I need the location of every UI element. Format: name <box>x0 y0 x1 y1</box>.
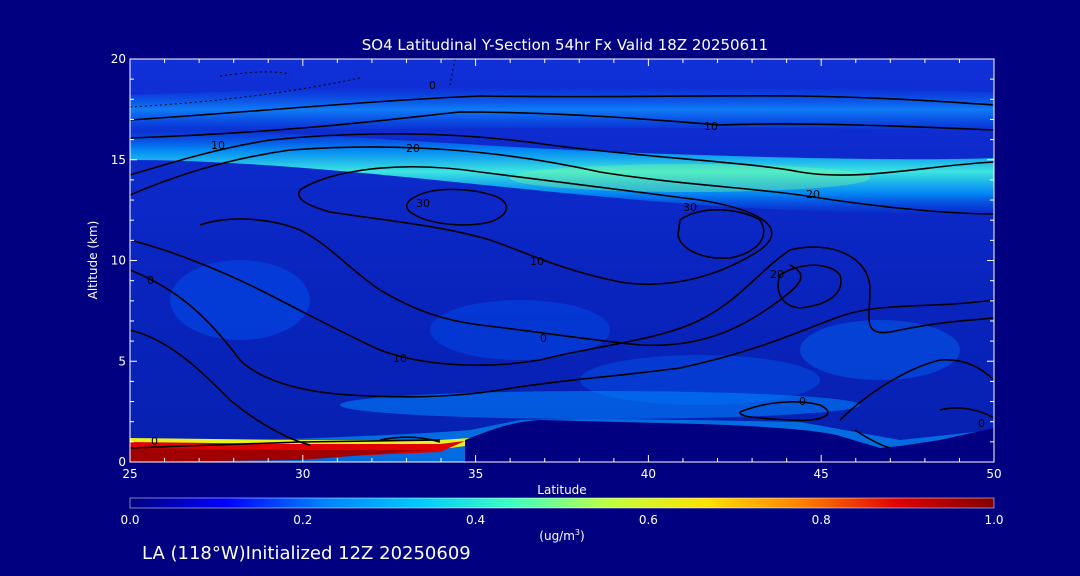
heatmap-patch <box>800 320 960 380</box>
y-tick-label: 15 <box>111 153 126 167</box>
contour-line <box>839 359 994 421</box>
colorbar-label-close: ) <box>580 529 585 543</box>
contour-label-group: 0 10 20 30 10 0 20 30 10 20 10 0 0 0 0 <box>147 79 985 448</box>
contour-line <box>130 439 441 449</box>
surface-high-layer-core <box>130 448 430 462</box>
colorbar-label: (ug/m3) <box>539 528 584 543</box>
contour-line <box>854 429 891 449</box>
contour-line <box>130 133 994 176</box>
contour-label: 10 <box>704 120 718 133</box>
x-axis-ticks: 25 30 35 40 45 50 <box>122 59 1002 481</box>
contour-label: 0 <box>429 79 436 92</box>
heatmap-area: 0 10 20 30 10 0 20 30 10 20 10 0 0 0 0 <box>130 59 994 462</box>
colorbar-label-sup: 3 <box>575 528 580 537</box>
x-tick-label: 35 <box>468 467 483 481</box>
colorbar-tick-label: 0.4 <box>466 513 485 527</box>
contour-label: 0 <box>147 274 154 287</box>
contour-line <box>130 269 994 398</box>
heatmap-patch <box>340 391 860 419</box>
contour-line <box>130 94 994 121</box>
colorbar-tick-label: 1.0 <box>984 513 1003 527</box>
x-tick-label: 45 <box>814 467 829 481</box>
colorbar-ticks: 0.0 0.2 0.4 0.6 0.8 1.0 <box>120 513 1003 527</box>
heatmap-patch <box>170 260 310 340</box>
contour-lines <box>130 94 994 449</box>
contour-label: 10 <box>393 352 407 365</box>
y-tick-label: 5 <box>118 354 126 368</box>
colorbar-label-text: (ug/m <box>539 529 575 543</box>
x-tick-label: 50 <box>986 467 1001 481</box>
y-tick-label: 20 <box>111 52 126 66</box>
contour-line <box>739 401 829 422</box>
contour-line <box>298 166 773 285</box>
colorbar-tick-label: 0.2 <box>293 513 312 527</box>
chart-title: SO4 Latitudinal Y-Section 54hr Fx Valid … <box>362 36 768 54</box>
tropopause-sulfate-layer <box>130 128 994 215</box>
y-axis-label: Altitude (km) <box>86 221 100 300</box>
x-tick-label: 25 <box>122 467 137 481</box>
x-axis-label: Latitude <box>537 483 586 497</box>
y-tick-label: 0 <box>118 455 126 469</box>
contour-label: 0 <box>540 332 547 345</box>
contour-label: 20 <box>806 188 820 201</box>
contour-label: 0 <box>799 395 806 408</box>
contour-label: 20 <box>406 142 420 155</box>
y-axis-ticks: 0 5 10 15 20 <box>111 52 994 469</box>
contour-label: 30 <box>416 197 430 210</box>
contour-label: 30 <box>683 201 697 214</box>
contour-line <box>130 146 994 215</box>
colorbar-tick-label: 0.8 <box>812 513 831 527</box>
contour-label: 10 <box>530 255 544 268</box>
contour-label: 0 <box>151 435 158 448</box>
colorbar <box>129 497 995 509</box>
contour-line <box>130 111 994 139</box>
contour-label: 20 <box>770 268 784 281</box>
x-tick-label: 30 <box>295 467 310 481</box>
heatmap-patch <box>510 164 870 192</box>
contour-label: 0 <box>978 417 985 430</box>
contour-line <box>130 239 994 366</box>
upper-sulfate-layer <box>130 87 994 132</box>
dashed-contours <box>130 59 456 108</box>
contour-line <box>130 77 361 108</box>
contour-label: 10 <box>211 139 225 152</box>
contour-line <box>130 329 311 446</box>
footer-text: LA (118°W)Initialized 12Z 20250609 <box>142 543 471 564</box>
colorbar-tick-label: 0.6 <box>639 513 658 527</box>
contour-line <box>199 218 802 347</box>
x-tick-label: 40 <box>641 467 656 481</box>
contour-line <box>939 407 994 419</box>
terrain-mask <box>465 420 994 462</box>
colorbar-tick-label: 0.0 <box>120 513 139 527</box>
contour-line <box>677 209 765 259</box>
contour-line <box>405 188 508 226</box>
y-tick-label: 10 <box>111 254 126 268</box>
